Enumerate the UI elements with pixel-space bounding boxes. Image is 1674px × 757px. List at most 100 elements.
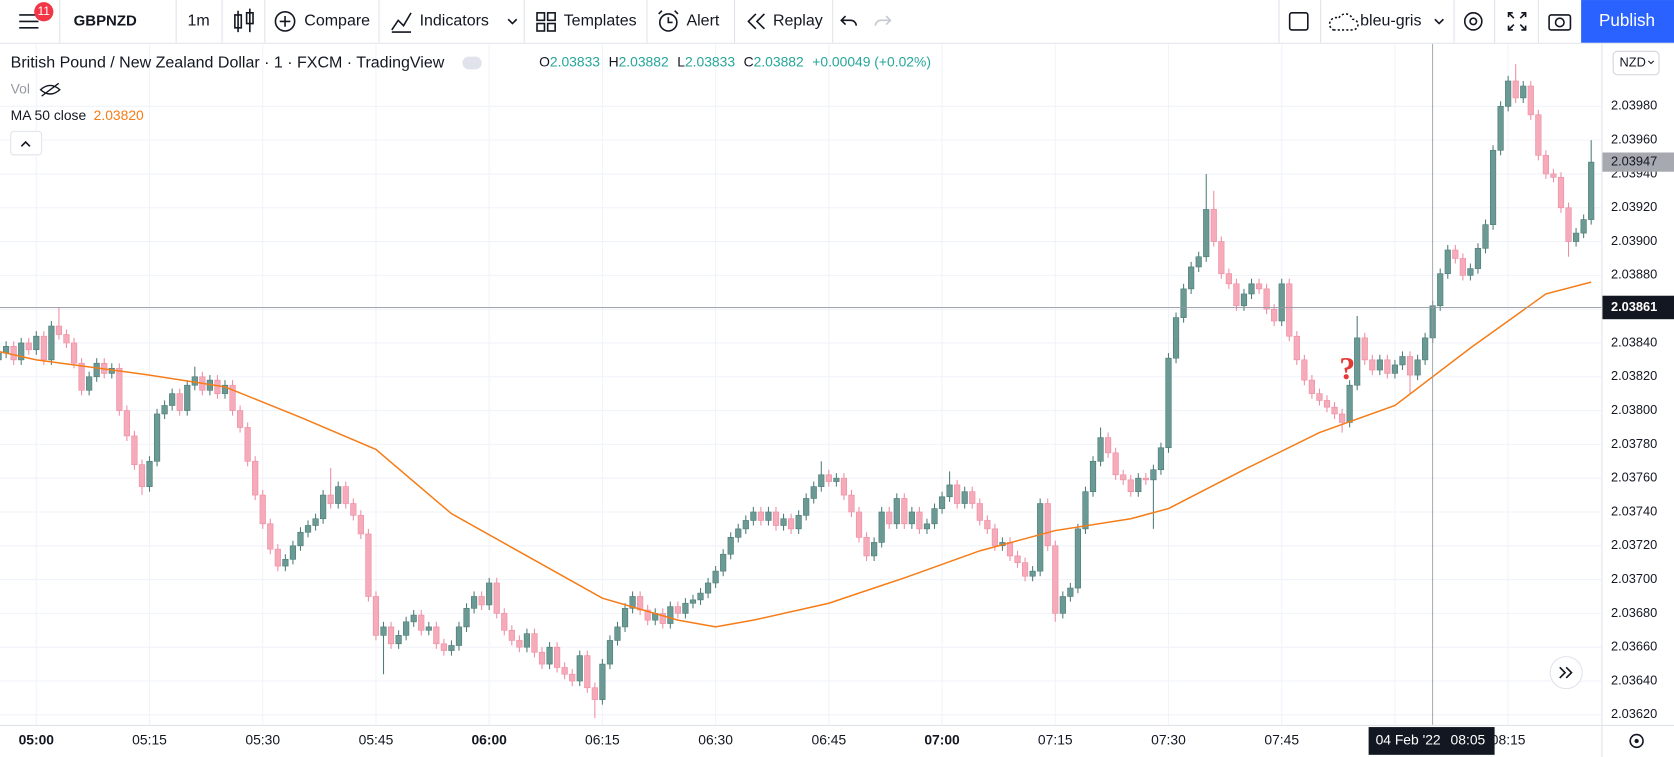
candle-body [463,607,470,628]
candle-body [1399,356,1406,366]
redo-button[interactable] [874,15,892,26]
settings-button[interactable] [1463,12,1483,31]
candle-body [1195,256,1202,268]
y-tick-label: 2.03980 [1611,98,1657,113]
candle-body [493,582,500,614]
candle-body [1301,359,1308,381]
badge-count: 11 [38,5,50,18]
indicators-button[interactable]: Indicators [391,12,518,33]
undo-button[interactable] [840,15,858,26]
ohlc-value: 2.03833 [550,54,600,70]
candle-body [516,640,523,648]
ohlc-value: 2.03833 [685,54,735,70]
ohlc-key: C [744,54,754,70]
candle-body [561,667,568,675]
candle-body [833,477,840,482]
candle-body [1505,80,1512,107]
y-tick-label: 2.03720 [1611,537,1657,552]
candle-body [1293,335,1300,361]
candle-body [1059,596,1066,614]
collapse-button[interactable] [10,130,43,156]
chart-title: British Pound / New Zealand Dollar · 1 ·… [11,54,445,71]
candle-body [991,528,998,547]
candle-body [78,362,85,391]
candle-body [614,626,621,641]
layout-menu[interactable]: bleu-gris [1328,13,1444,31]
candle-body [689,599,697,604]
fullscreen-button[interactable] [1507,12,1527,31]
candle-body [584,655,591,689]
candle-body [644,609,651,621]
alert-button[interactable]: Alert [658,10,720,32]
publish-button[interactable]: Publish [1581,0,1674,43]
hide-icon[interactable] [39,82,61,97]
candle-body [878,511,885,543]
candle-body [1474,247,1482,269]
candle-body [1044,503,1051,547]
y-tick-label: 2.03640 [1611,672,1657,687]
interval[interactable]: 1m [187,13,209,30]
templates-label: Templates [564,13,637,30]
candle-body [387,626,395,645]
currency: NZD [1620,54,1646,69]
candle-body [576,655,583,682]
candle-body [1354,337,1361,386]
axis-settings-button[interactable] [1629,733,1644,749]
candle-body [1316,393,1323,401]
candle-body [787,518,795,530]
candle-body [1120,474,1127,481]
candle-body [1142,477,1149,481]
chart-type-icon[interactable] [234,8,254,33]
candle-body [395,635,402,645]
candle-body [954,484,961,504]
candle-body [138,464,146,487]
snapshot-button[interactable] [1548,14,1572,31]
candle-body [289,545,297,560]
candle-body [682,602,689,614]
candle-body [742,520,749,530]
candle-body [131,435,138,465]
candle-body [750,511,757,521]
candle-body [803,498,810,516]
candle-body [1067,587,1074,597]
candle-body [1097,437,1104,462]
candle-body [410,614,417,623]
candle-body [1391,364,1399,374]
candle-body [1550,173,1557,178]
layout-square[interactable] [1288,12,1309,31]
candle-body [1444,249,1451,274]
y-tick-label: 2.03840 [1611,334,1657,349]
indicators-label: Indicators [420,13,489,30]
candle-body [55,325,63,335]
y-tick-label: 2.03880 [1611,267,1657,282]
templates-button[interactable]: Templates [536,12,637,32]
candle-body [621,607,629,628]
ohlc-value: 2.03882 [754,54,804,70]
candle-body [176,393,183,411]
x-tick-label: 07:30 [1151,732,1186,748]
dropdown-chevron[interactable] [507,18,518,25]
ohlc-key: L [677,54,685,70]
y-tick-label: 2.03920 [1611,199,1657,214]
candle-body [871,542,878,557]
compare-button[interactable]: Compare [274,10,370,32]
replay-button[interactable]: Replay [747,13,823,30]
y-tick-label: 2.03780 [1611,436,1657,451]
candle-body [1052,545,1059,614]
candle-body [470,596,478,609]
menu-button[interactable]: 11 [19,2,54,29]
candle-body [757,511,764,521]
y-tick-label: 2.03680 [1611,605,1657,620]
candle-body [1157,447,1165,471]
candle-body [818,474,825,487]
y-tick-label: 2.03760 [1611,470,1657,485]
candle-body [1271,308,1278,322]
candle-body [1338,413,1346,423]
candle-body [1074,528,1082,589]
candle-body [342,486,349,504]
symbol[interactable]: GBPNZD [74,12,137,29]
candle-body [1255,283,1263,290]
scroll-right-button[interactable] [1549,656,1583,690]
compare-label: Compare [304,13,370,30]
layout-name: bleu-gris [1360,13,1421,30]
